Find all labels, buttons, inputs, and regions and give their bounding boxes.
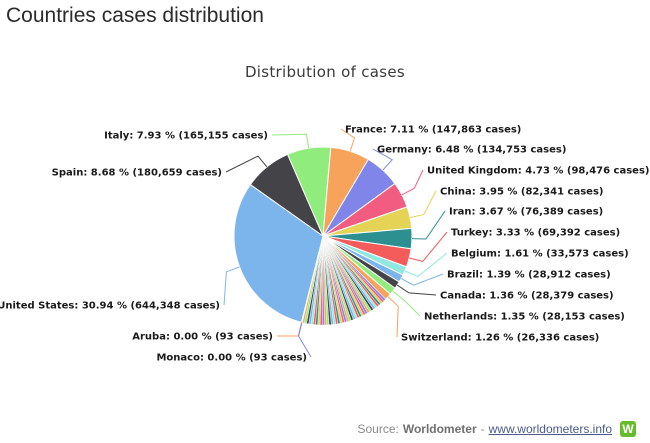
- connector-iran: [411, 210, 446, 240]
- source-separator: -: [480, 422, 485, 436]
- label-belgium: Belgium: 1.61 % (33,573 cases): [451, 249, 629, 260]
- connector-united-kingdom: [401, 169, 424, 196]
- source-footer: Source: Worldometer - www.worldometers.i…: [357, 421, 636, 437]
- slice-labels: France: 7.11 % (147,863 cases) Germany: 6…: [0, 125, 649, 364]
- label-canada: Canada: 1.36 % (28,379 cases): [440, 291, 614, 302]
- connector-brazil: [400, 273, 444, 286]
- label-spain: Spain: 8.68 % (180,659 cases): [52, 168, 222, 179]
- slice-spain[interactable]: [249, 153, 325, 238]
- source-prefix: Source:: [357, 422, 399, 436]
- page-title: Countries cases distribution: [6, 4, 264, 27]
- slice-united-states[interactable]: [233, 183, 324, 323]
- connector-italy: [271, 133, 310, 149]
- label-italy: Italy: 7.93 % (165,155 cases): [104, 131, 268, 142]
- label-aruba: Aruba: 0.00 % (93 cases): [132, 332, 273, 343]
- label-china: China: 3.95 % (82,341 cases): [440, 187, 603, 198]
- connector-monaco: [298, 322, 312, 358]
- connector-turkey: [409, 231, 448, 262]
- worldometer-logo-icon: W: [620, 421, 636, 437]
- connector-france: [340, 128, 356, 152]
- connector-germany: [372, 148, 393, 171]
- label-connectors: [223, 128, 448, 358]
- label-germany: Germany: 6.48 % (134,753 cases): [377, 145, 566, 156]
- label-france: France: 7.11 % (147,863 cases): [345, 125, 521, 136]
- label-turkey: Turkey: 3.33 % (69,392 cases): [451, 228, 620, 239]
- connector-spain: [225, 155, 268, 173]
- label-iran: Iran: 3.67 % (76,389 cases): [449, 207, 603, 218]
- source-link[interactable]: www.worldometers.info: [488, 422, 612, 436]
- pie-slices: [233, 146, 413, 326]
- connector-china: [409, 190, 437, 218]
- label-united-states: United States: 30.94 % (644,348 cases): [0, 301, 220, 312]
- connector-canada: [396, 284, 437, 296]
- label-monaco: Monaco: 0.00 % (93 cases): [156, 353, 307, 364]
- label-switzerland: Switzerland: 1.26 % (26,336 cases): [401, 333, 599, 344]
- label-brazil: Brazil: 1.39 % (28,912 cases): [447, 270, 611, 281]
- connector-switzerland: [387, 296, 399, 338]
- source-name: Worldometer: [402, 422, 477, 436]
- connector-united-states: [223, 266, 240, 306]
- chart-title: Distribution of cases: [245, 63, 405, 81]
- label-netherlands: Netherlands: 1.35 % (28,153 cases): [424, 312, 625, 323]
- label-united-kingdom: United Kingdom: 4.73 % (98,476 cases): [427, 166, 649, 177]
- connector-aruba: [277, 322, 303, 337]
- connector-belgium: [404, 252, 448, 278]
- connector-netherlands: [392, 290, 421, 317]
